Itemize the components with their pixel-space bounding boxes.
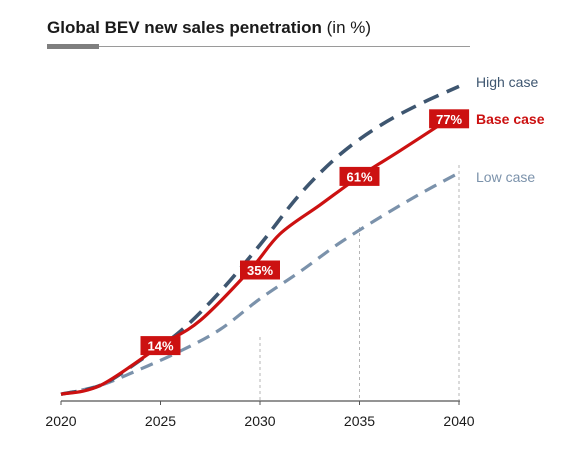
data-label-61pct: 61%	[346, 169, 372, 184]
chart-title: Global BEV new sales penetration (in %)	[47, 18, 472, 38]
title-underline	[47, 46, 470, 47]
series-line-high-case	[60, 84, 460, 396]
chart-title-unit: (in %)	[326, 18, 372, 37]
data-label-box-77pct	[429, 109, 470, 129]
chart-title-main: Global BEV new sales penetration	[47, 18, 322, 37]
series-line-base-case	[60, 117, 450, 396]
title-underline-accent	[47, 44, 99, 49]
data-label-14pct: 14%	[147, 339, 173, 354]
x-tick-label-2035: 2035	[344, 413, 375, 429]
chart-header: Global BEV new sales penetration (in %)	[47, 18, 472, 49]
data-label-box-61pct	[339, 166, 380, 186]
x-tick-label-2025: 2025	[145, 413, 176, 429]
data-label-35pct: 35%	[247, 263, 273, 278]
series-line-low-case	[60, 171, 460, 396]
legend-label-low-case: Low case	[476, 169, 535, 185]
data-label-box-35pct	[240, 260, 280, 280]
x-tick-label-2020: 2020	[45, 413, 76, 429]
x-tick-label-2030: 2030	[244, 413, 275, 429]
data-label-77pct: 77%	[436, 112, 462, 127]
x-tick-label-2040: 2040	[443, 413, 474, 429]
legend-label-high-case: High case	[476, 74, 538, 90]
data-label-box-14pct	[140, 336, 181, 356]
legend-label-base-case: Base case	[476, 111, 545, 127]
